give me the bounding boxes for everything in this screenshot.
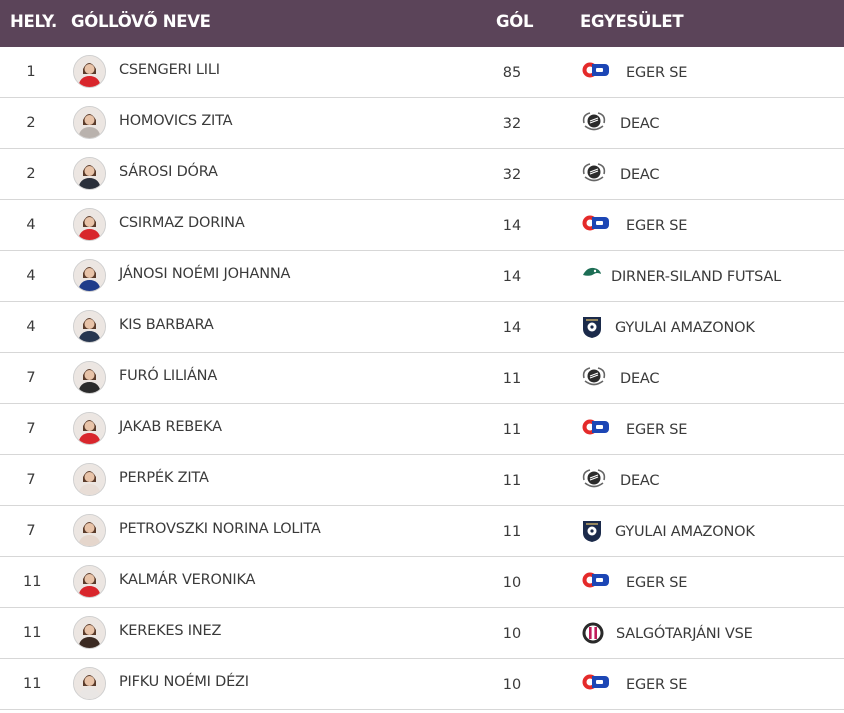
player-name[interactable]: PIFKU NOÉMI DÉZI	[119, 674, 249, 690]
player-avatar	[73, 361, 106, 394]
salgotarjani-vse-logo-icon	[581, 621, 607, 644]
player-avatar	[73, 514, 106, 547]
table-row: 7 PETROVSZKI NORINA LOLITA 11 GYULAI AMAZON…	[0, 506, 844, 557]
deac-logo-icon	[581, 162, 607, 184]
goals-cell: 10	[502, 575, 522, 591]
player-name[interactable]: KALMÁR VERONIKA	[119, 572, 256, 588]
club-name[interactable]: SALGÓTARJÁNI VSE	[616, 626, 753, 642]
eger-se-logo-icon	[581, 570, 609, 592]
player-avatar	[73, 565, 106, 598]
goals-cell: 14	[502, 269, 522, 285]
rank-cell: 11	[23, 676, 42, 692]
player-name[interactable]: KIS BARBARA	[119, 317, 214, 333]
player-name[interactable]: JAKAB REBEKA	[119, 419, 222, 435]
club-name[interactable]: EGER SE	[626, 218, 688, 234]
club-name[interactable]: DEAC	[620, 371, 660, 387]
table-row: 4 KIS BARBARA 14 GYULAI AMAZONOK	[0, 302, 844, 353]
rank-cell: 7	[26, 472, 36, 488]
club-name[interactable]: DEAC	[620, 473, 660, 489]
rank-cell: 7	[26, 523, 36, 539]
gyulai-amazonok-logo-icon	[581, 315, 607, 338]
club-name[interactable]: EGER SE	[626, 677, 688, 693]
deac-logo-icon	[581, 468, 607, 490]
col-header-goals: GÓL	[496, 12, 534, 31]
player-name[interactable]: SÁROSI DÓRA	[119, 164, 218, 180]
player-avatar	[73, 55, 106, 88]
goals-cell: 32	[502, 116, 522, 132]
table-header: HELY. GÓLLÖVŐ NEVE GÓL EGYESÜLET	[0, 0, 844, 47]
rank-cell: 4	[26, 268, 36, 284]
player-avatar	[73, 157, 106, 190]
player-name[interactable]: PETROVSZKI NORINA LOLITA	[119, 521, 321, 537]
table-row: 11 KEREKES INEZ 10 SALGÓTARJÁNI VSE	[0, 608, 844, 659]
player-name[interactable]: HOMOVICS ZITA	[119, 113, 233, 129]
goals-cell: 10	[502, 626, 522, 642]
rank-cell: 7	[26, 421, 36, 437]
deac-logo-icon	[581, 111, 607, 133]
table-row: 1 CSENGERI LILI 85 EGER SE	[0, 47, 844, 98]
player-avatar	[73, 463, 106, 496]
player-avatar	[73, 667, 106, 700]
deac-logo-icon	[581, 366, 607, 388]
club-name[interactable]: GYULAI AMAZONOK	[615, 320, 755, 336]
goals-cell: 10	[502, 677, 522, 693]
col-header-club: EGYESÜLET	[580, 12, 684, 31]
player-avatar	[73, 412, 106, 445]
player-avatar	[73, 616, 106, 649]
dirner-siland-logo-icon	[581, 264, 607, 286]
table-row: 7 FURÓ LILIÁNA 11 DEAC	[0, 353, 844, 404]
goals-cell: 11	[502, 371, 522, 387]
rank-cell: 1	[26, 64, 36, 80]
club-name[interactable]: EGER SE	[626, 575, 688, 591]
player-name[interactable]: JÁNOSI NOÉMI JOHANNA	[119, 266, 291, 282]
player-avatar	[73, 106, 106, 139]
col-header-name: GÓLLÖVŐ NEVE	[71, 12, 211, 31]
goals-cell: 11	[502, 473, 522, 489]
club-name[interactable]: EGER SE	[626, 422, 688, 438]
table-row: 2 HOMOVICS ZITA 32 DEAC	[0, 98, 844, 149]
table-row: 2 SÁROSI DÓRA 32 DEAC	[0, 149, 844, 200]
col-header-rank: HELY.	[10, 12, 58, 31]
goals-cell: 14	[502, 320, 522, 336]
rank-cell: 11	[23, 625, 42, 641]
table-row: 11 PIFKU NOÉMI DÉZI 10 EGER SE	[0, 659, 844, 710]
rank-cell: 11	[23, 574, 42, 590]
table-row: 4 JÁNOSI NOÉMI JOHANNA 14 DIRNER-SILAND FUT…	[0, 251, 844, 302]
player-avatar	[73, 310, 106, 343]
club-name[interactable]: DIRNER-SILAND FUTSAL	[611, 269, 781, 285]
goals-cell: 32	[502, 167, 522, 183]
player-avatar	[73, 208, 106, 241]
rank-cell: 4	[26, 319, 36, 335]
eger-se-logo-icon	[581, 417, 609, 439]
rank-cell: 4	[26, 217, 36, 233]
eger-se-logo-icon	[581, 213, 609, 235]
table-row: 11 KALMÁR VERONIKA 10 EGER SE	[0, 557, 844, 608]
player-name[interactable]: KEREKES INEZ	[119, 623, 222, 639]
gyulai-amazonok-logo-icon	[581, 519, 607, 542]
club-name[interactable]: DEAC	[620, 167, 660, 183]
club-name[interactable]: DEAC	[620, 116, 660, 132]
goals-cell: 11	[502, 422, 522, 438]
goals-cell: 14	[502, 218, 522, 234]
eger-se-logo-icon	[581, 60, 609, 82]
rank-cell: 2	[26, 115, 36, 131]
player-name[interactable]: CSENGERI LILI	[119, 62, 220, 78]
player-name[interactable]: FURÓ LILIÁNA	[119, 368, 218, 384]
player-name[interactable]: PERPÉK ZITA	[119, 470, 209, 486]
rank-cell: 2	[26, 166, 36, 182]
player-avatar	[73, 259, 106, 292]
rank-cell: 7	[26, 370, 36, 386]
table-body: 1 CSENGERI LILI 85 EGER SE 2 HOMOVICS ZITA 32 D…	[0, 47, 844, 710]
table-row: 4 CSIRMAZ DORINA 14 EGER SE	[0, 200, 844, 251]
table-row: 7 JAKAB REBEKA 11 EGER SE	[0, 404, 844, 455]
club-name[interactable]: GYULAI AMAZONOK	[615, 524, 755, 540]
club-name[interactable]: EGER SE	[626, 65, 688, 81]
goals-cell: 11	[502, 524, 522, 540]
player-name[interactable]: CSIRMAZ DORINA	[119, 215, 245, 231]
eger-se-logo-icon	[581, 672, 609, 694]
goals-cell: 85	[502, 65, 522, 81]
table-row: 7 PERPÉK ZITA 11 DEAC	[0, 455, 844, 506]
